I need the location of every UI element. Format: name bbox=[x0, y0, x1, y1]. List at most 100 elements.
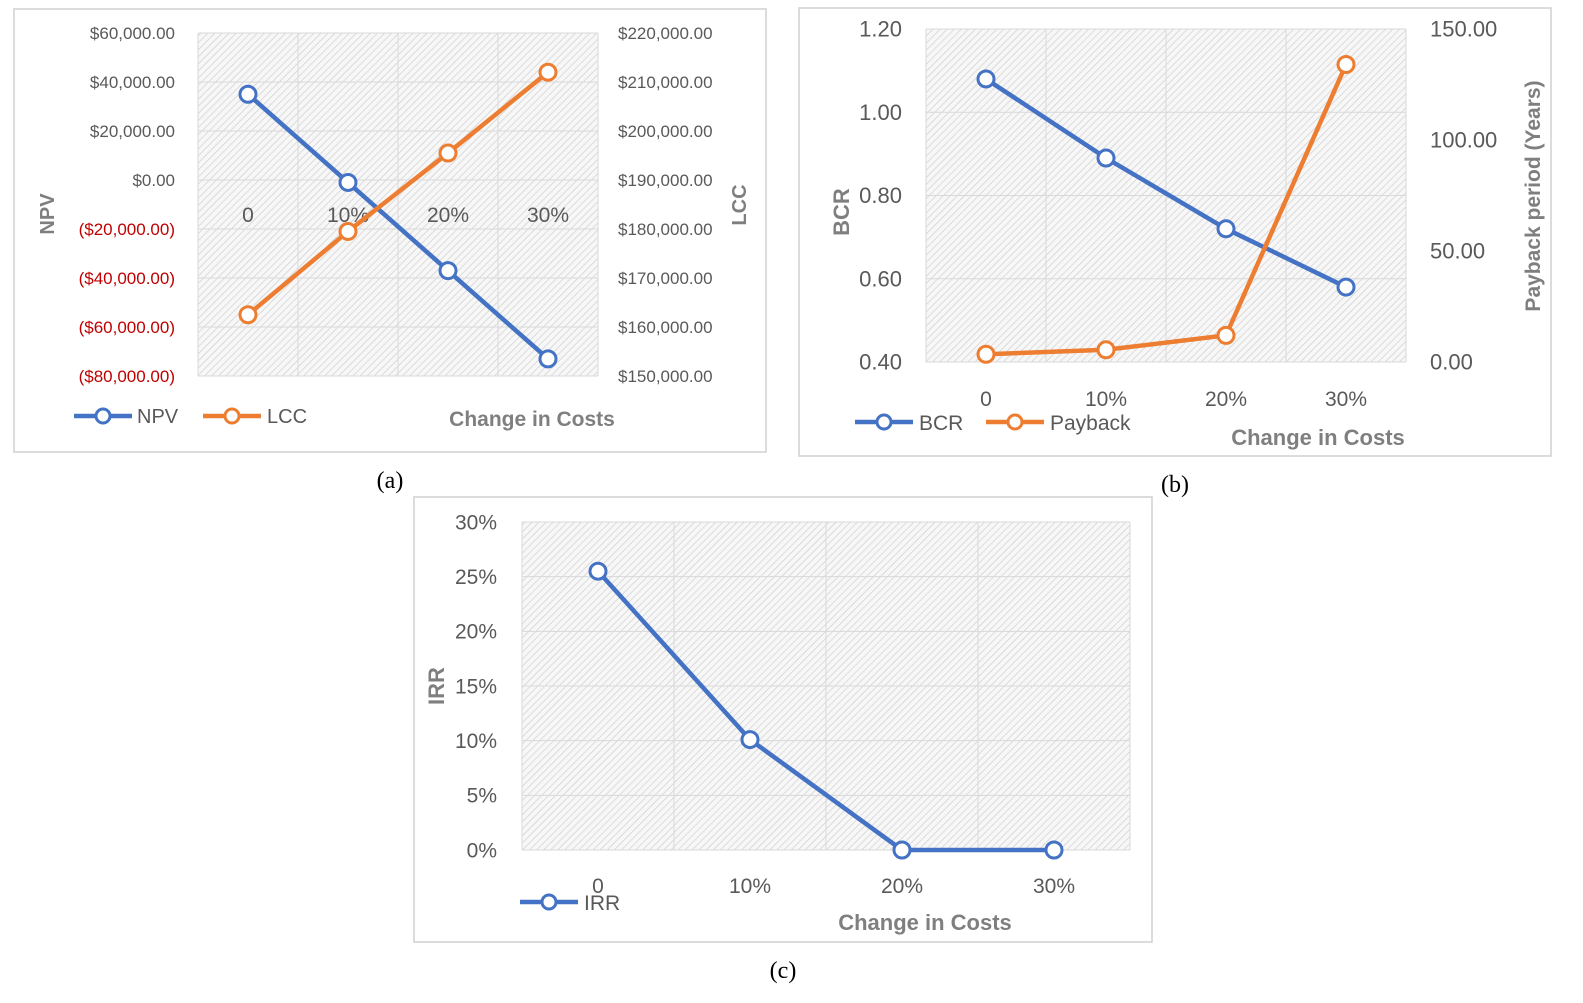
series-line-npv bbox=[245, 92, 551, 362]
x-tick-label: 0 bbox=[592, 875, 604, 898]
x-ticks-c: 0 10% 20% 30% bbox=[592, 875, 1075, 898]
data-point-npv bbox=[538, 349, 558, 369]
y-tick-label: 0.80 bbox=[859, 183, 902, 208]
x-tick-label: 10% bbox=[729, 875, 771, 898]
x-tick-label: 20% bbox=[1205, 388, 1247, 411]
series-line-payback bbox=[983, 62, 1349, 357]
series-a bbox=[238, 62, 558, 369]
caption-c: (c) bbox=[770, 958, 797, 984]
legend-b: BCR Payback bbox=[855, 412, 1131, 435]
chart-panel-c: 30% 25% 20% 15% 10% 5% 0% 0 10% 20% 30% IRR Chang… bbox=[413, 496, 1153, 943]
data-point-payback bbox=[1216, 325, 1236, 345]
x-tick-label: 20% bbox=[881, 875, 923, 898]
y2-axis-title-b: Payback period (Years) bbox=[1522, 80, 1545, 311]
legend-marker-irr bbox=[540, 893, 558, 911]
y2-tick-label: $160,000.00 bbox=[618, 318, 713, 337]
x-tick-label: 30% bbox=[1325, 388, 1367, 411]
y2-tick-label: $190,000.00 bbox=[618, 171, 713, 190]
x-tick-label: 30% bbox=[527, 204, 569, 227]
y-tick-label: 30% bbox=[455, 511, 497, 534]
y2-tick-label: $150,000.00 bbox=[618, 367, 713, 386]
y2-axis-title-a: LCC bbox=[729, 184, 751, 225]
y2-tick-label: 50.00 bbox=[1430, 239, 1485, 264]
series-line-bcr bbox=[983, 76, 1349, 290]
legend-a: NPV LCC bbox=[74, 406, 307, 428]
data-point-irr bbox=[1044, 840, 1064, 860]
legend-label-payback: Payback bbox=[1050, 412, 1131, 435]
series-b bbox=[976, 55, 1356, 364]
legend-label-bcr: BCR bbox=[919, 412, 963, 435]
y-tick-label: 15% bbox=[455, 675, 497, 698]
caption-b: (b) bbox=[1161, 472, 1189, 498]
x-tick-label: 10% bbox=[1085, 388, 1127, 411]
data-point-payback bbox=[976, 344, 996, 364]
y-tick-label: ($60,000.00) bbox=[79, 318, 175, 337]
series-line-lcc bbox=[245, 69, 551, 317]
y2-tick-label: 0.00 bbox=[1430, 350, 1473, 375]
y2-tick-label: 100.00 bbox=[1430, 128, 1497, 153]
y-tick-label: ($20,000.00) bbox=[79, 220, 175, 239]
data-point-bcr bbox=[1096, 148, 1116, 168]
y2-tick-label: $210,000.00 bbox=[618, 73, 713, 92]
y-tick-label: 0.40 bbox=[859, 350, 902, 375]
y-tick-label: $40,000.00 bbox=[90, 73, 175, 92]
x-tick-label: 30% bbox=[1033, 875, 1075, 898]
series-line-irr bbox=[595, 568, 1057, 853]
x-axis-title-b: Change in Costs bbox=[1231, 425, 1405, 450]
data-point-npv bbox=[338, 172, 358, 192]
y-axis-title-a: NPV bbox=[37, 193, 59, 235]
x-tick-label: 0 bbox=[242, 204, 254, 227]
y-ticks-c: 30% 25% 20% 15% 10% 5% 0% bbox=[455, 511, 497, 862]
x-axis-title-c: Change in Costs bbox=[838, 910, 1012, 935]
data-point-lcc bbox=[238, 305, 258, 325]
y-tick-label: 5% bbox=[467, 785, 497, 808]
legend-c: IRR bbox=[520, 892, 620, 915]
y-tick-label: $60,000.00 bbox=[90, 24, 175, 43]
y2-tick-label: $180,000.00 bbox=[618, 220, 713, 239]
y-ticks-b: 1.20 1.00 0.80 0.60 0.40 150.00 100.00 50.00 0.0… bbox=[859, 17, 1497, 375]
y2-tick-label: $170,000.00 bbox=[618, 269, 713, 288]
data-point-bcr bbox=[976, 69, 996, 89]
y-tick-label: 25% bbox=[455, 566, 497, 589]
series-c bbox=[588, 561, 1064, 860]
y-tick-label: 1.20 bbox=[859, 17, 902, 42]
y-tick-label: 20% bbox=[455, 621, 497, 644]
x-axis-title-a: Change in Costs bbox=[449, 408, 615, 431]
gridlines-a bbox=[197, 32, 599, 377]
legend-marker-npv bbox=[94, 407, 112, 425]
data-point-npv bbox=[438, 261, 458, 281]
data-point-bcr bbox=[1336, 277, 1356, 297]
x-tick-label: 0 bbox=[980, 388, 992, 411]
y-tick-label: 10% bbox=[455, 730, 497, 753]
y-tick-label: 0.60 bbox=[859, 266, 902, 291]
y-tick-label: 1.00 bbox=[859, 100, 902, 125]
legend-label-irr: IRR bbox=[584, 892, 620, 915]
y-tick-label: ($80,000.00) bbox=[79, 367, 175, 386]
data-point-bcr bbox=[1216, 219, 1236, 239]
y-axis-title-c: IRR bbox=[424, 667, 449, 705]
chart-panel-a: $60,000.00 $40,000.00 $20,000.00 $0.00 ($20,… bbox=[13, 8, 767, 453]
y-tick-label: 0% bbox=[467, 839, 497, 862]
y-tick-label: ($40,000.00) bbox=[79, 269, 175, 288]
data-point-lcc bbox=[538, 62, 558, 82]
caption-a: (a) bbox=[377, 468, 404, 494]
data-point-irr bbox=[588, 561, 608, 581]
x-ticks-a: 0 10% 20% 30% bbox=[242, 204, 569, 227]
data-point-payback bbox=[1336, 55, 1356, 75]
y2-tick-label: 150.00 bbox=[1430, 17, 1497, 42]
y-tick-label: $20,000.00 bbox=[90, 122, 175, 141]
y-ticks-a: $60,000.00 $40,000.00 $20,000.00 $0.00 ($20,… bbox=[79, 24, 713, 386]
data-point-irr bbox=[740, 730, 760, 750]
y-tick-label: $0.00 bbox=[132, 171, 175, 190]
data-point-npv bbox=[238, 84, 258, 104]
y-axis-title-b: BCR bbox=[829, 188, 854, 236]
legend-marker-lcc bbox=[223, 407, 241, 425]
y2-tick-label: $220,000.00 bbox=[618, 24, 713, 43]
data-point-irr bbox=[892, 840, 912, 860]
data-point-lcc bbox=[338, 221, 358, 241]
x-tick-label: 20% bbox=[427, 204, 469, 227]
y2-tick-label: $200,000.00 bbox=[618, 122, 713, 141]
legend-marker-bcr bbox=[875, 413, 893, 431]
legend-marker-payback bbox=[1006, 413, 1024, 431]
